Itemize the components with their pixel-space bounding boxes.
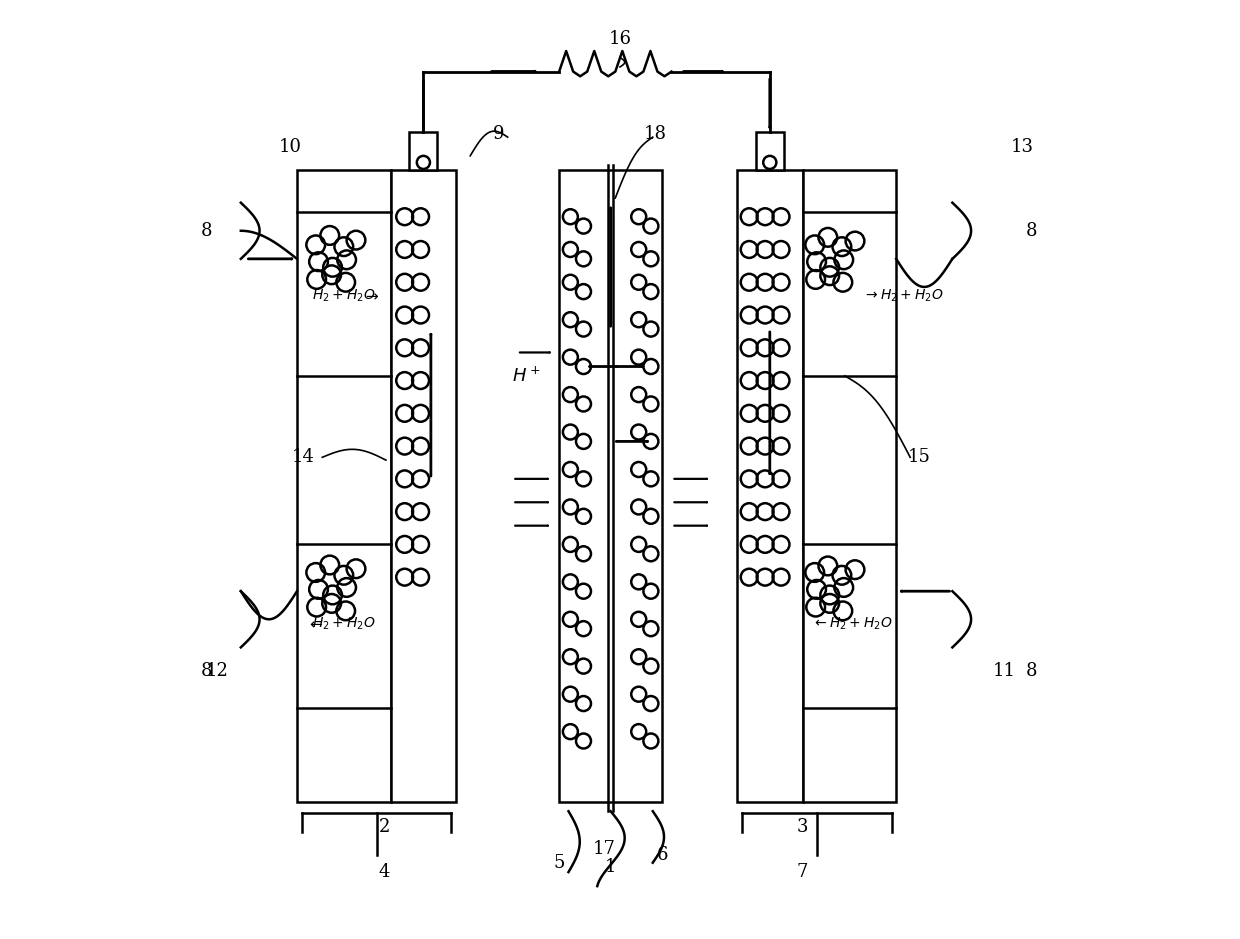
Text: 8: 8 xyxy=(1027,662,1038,680)
Text: 15: 15 xyxy=(908,448,931,467)
Text: 4: 4 xyxy=(378,863,389,881)
Text: 14: 14 xyxy=(293,448,315,467)
Text: $\leftarrow$: $\leftarrow$ xyxy=(308,617,324,631)
Bar xyxy=(755,132,784,170)
Bar xyxy=(802,170,897,802)
Text: 5: 5 xyxy=(553,854,565,871)
Bar xyxy=(737,170,802,802)
Text: $H_2+H_2O$: $H_2+H_2O$ xyxy=(312,616,376,632)
Text: 10: 10 xyxy=(279,137,303,156)
Text: 6: 6 xyxy=(656,846,668,864)
Text: 8: 8 xyxy=(201,662,212,680)
Text: 13: 13 xyxy=(1011,137,1034,156)
Bar xyxy=(391,170,456,802)
Text: 17: 17 xyxy=(593,839,615,857)
Text: 1: 1 xyxy=(605,858,616,876)
Text: 7: 7 xyxy=(797,863,808,881)
Text: $\rightarrow H_2+H_2O$: $\rightarrow H_2+H_2O$ xyxy=(863,288,944,304)
Bar xyxy=(409,132,438,170)
Text: 18: 18 xyxy=(644,125,667,144)
Bar xyxy=(298,170,391,802)
Text: 16: 16 xyxy=(609,30,631,48)
Text: $\rightarrow$: $\rightarrow$ xyxy=(363,289,381,303)
Text: 8: 8 xyxy=(1027,222,1038,239)
Text: 9: 9 xyxy=(492,125,503,144)
Bar xyxy=(559,170,662,802)
Text: $H^+$: $H^+$ xyxy=(512,366,541,386)
Text: 11: 11 xyxy=(992,662,1016,680)
Text: 2: 2 xyxy=(378,818,389,836)
Text: 3: 3 xyxy=(797,818,808,836)
Text: 8: 8 xyxy=(201,222,212,239)
Text: 12: 12 xyxy=(206,662,229,680)
Text: $H_2+H_2O$: $H_2+H_2O$ xyxy=(312,288,376,304)
Text: $\leftarrow H_2+H_2O$: $\leftarrow H_2+H_2O$ xyxy=(812,616,893,632)
